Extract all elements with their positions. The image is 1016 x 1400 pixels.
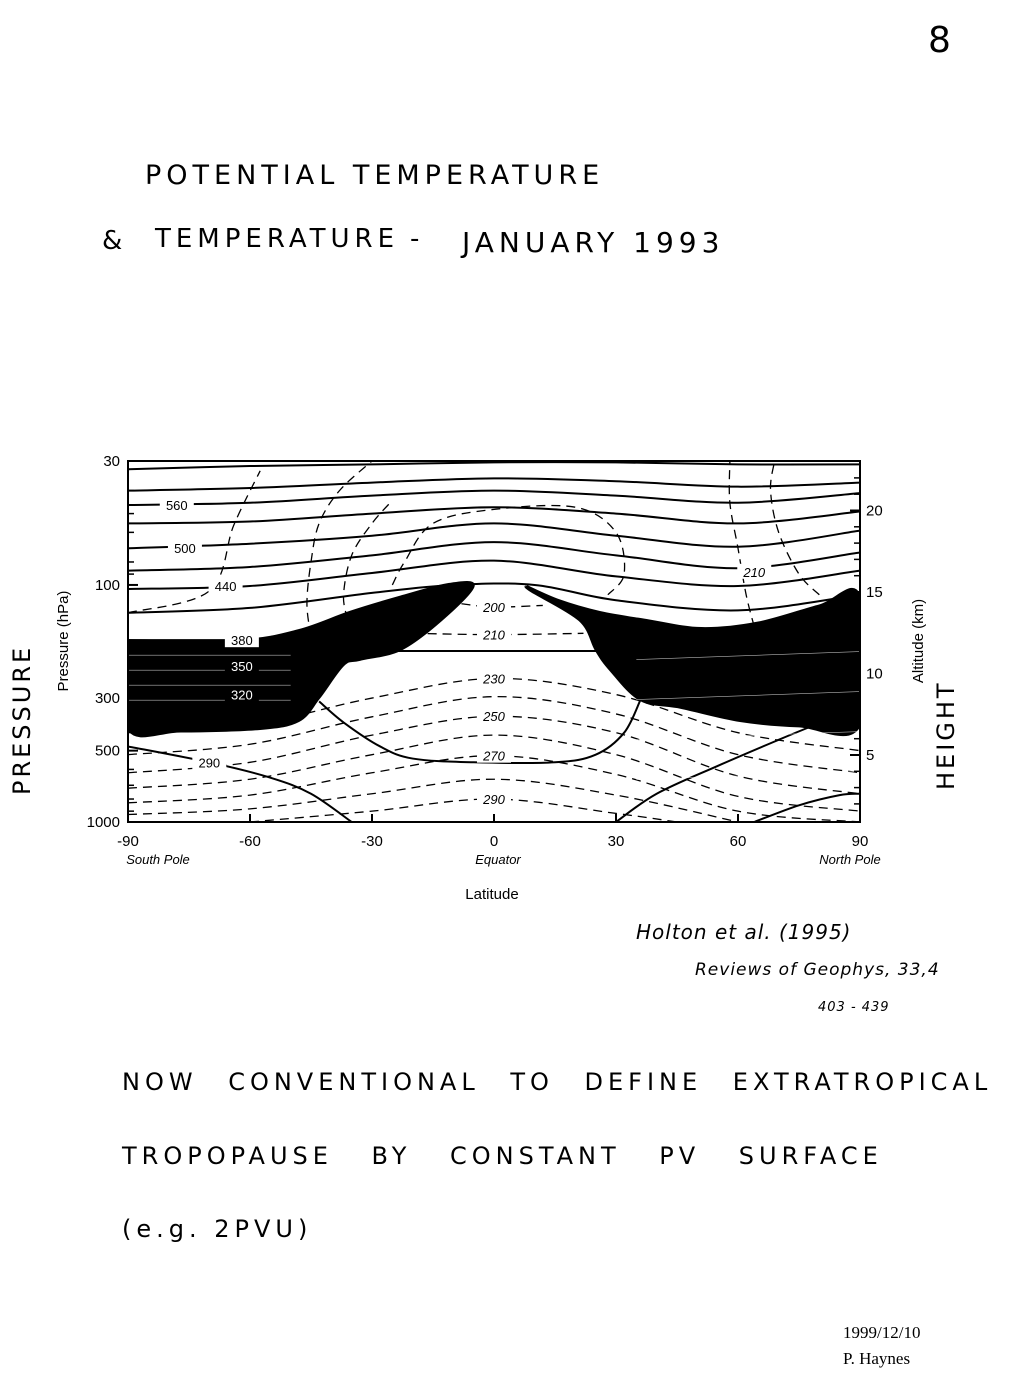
tropopause-shading-0 bbox=[128, 581, 475, 738]
pressure-tick-label: 100 bbox=[95, 577, 120, 594]
theta-contour-label: 560 bbox=[166, 498, 188, 513]
shading-streak bbox=[636, 771, 860, 780]
footer-author: P. Haynes bbox=[843, 1349, 911, 1368]
x-sublabel: South Pole bbox=[126, 852, 190, 867]
temperature-contour-unlabeled bbox=[306, 461, 373, 637]
title-ampersand: & bbox=[102, 226, 128, 256]
theta-contour-label: 290 bbox=[198, 755, 220, 770]
x-axis-label: Latitude bbox=[465, 886, 518, 903]
contour-label-bg bbox=[208, 577, 243, 593]
x-tick-label: -30 bbox=[361, 833, 383, 850]
note-line-2: TROPOPAUSE BY CONSTANT PV SURFACE bbox=[122, 1142, 883, 1170]
temperature-contour-290 bbox=[249, 798, 678, 822]
note-line-3: (e.g. 2PVU) bbox=[122, 1215, 313, 1243]
title-dash: - bbox=[410, 224, 425, 254]
temp-contour-label: 200 bbox=[482, 600, 505, 615]
x-tick-label: 0 bbox=[490, 833, 498, 850]
contour-label-bg bbox=[224, 658, 259, 674]
theta-contour-label: 380 bbox=[231, 633, 253, 648]
temp-contour-label: 230 bbox=[482, 671, 505, 686]
contour-label-bg bbox=[477, 791, 511, 807]
temp-contour-label: 250 bbox=[482, 709, 505, 724]
contour-label-bg bbox=[477, 626, 511, 642]
pressure-tick-label: 500 bbox=[95, 743, 120, 760]
theta-contour-label: 440 bbox=[215, 579, 237, 594]
shading-streak bbox=[636, 691, 860, 700]
altitude-tick-label: 20 bbox=[866, 503, 883, 520]
temp-contour-label: 210 bbox=[742, 565, 765, 580]
title-line-1: POTENTIAL TEMPERATURE bbox=[145, 160, 605, 191]
title-line-2: TEMPERATURE bbox=[155, 224, 400, 254]
footer-date: 1999/12/10 bbox=[843, 1323, 921, 1342]
pressure-tick-label: 300 bbox=[95, 690, 120, 707]
pressure-tick-label: 1000 bbox=[87, 814, 120, 831]
tropopause-shading-1 bbox=[524, 584, 860, 737]
theta-contour-410 bbox=[128, 582, 860, 614]
citation-pages: 403 - 439 bbox=[818, 1000, 890, 1015]
contour-label-bg bbox=[737, 563, 772, 579]
altitude-tick-label: 15 bbox=[866, 584, 883, 601]
temp-contour-label: 290 bbox=[482, 792, 505, 807]
x-tick-label: 60 bbox=[730, 833, 747, 850]
temperature-contour-250 bbox=[128, 715, 860, 795]
y-axis-label-right: Altitude (km) bbox=[910, 599, 927, 683]
theta-contour-unlabeled bbox=[615, 725, 812, 822]
x-tick-label: -90 bbox=[117, 833, 139, 850]
page-number: 8 bbox=[928, 20, 954, 61]
contour-label-bg bbox=[477, 747, 511, 763]
temperature-contour-unlabeled bbox=[769, 461, 820, 596]
x-tick-label: -60 bbox=[239, 833, 261, 850]
citation-authors: Holton et al. (1995) bbox=[636, 920, 852, 944]
theta-contour-440 bbox=[128, 559, 860, 590]
contour-label-bg bbox=[224, 686, 259, 702]
altitude-tick-label: 10 bbox=[866, 666, 883, 683]
altitude-tick-label: 5 bbox=[866, 747, 874, 764]
theta-contour-290 bbox=[128, 745, 353, 822]
x-sublabel: Equator bbox=[475, 852, 521, 867]
theta-contour-label: 350 bbox=[231, 659, 253, 674]
y-axis-label-left: Pressure (hPa) bbox=[55, 591, 72, 692]
contour-label-bg bbox=[477, 670, 511, 686]
temp-contour-label: 270 bbox=[482, 749, 505, 764]
contour-label-bg bbox=[167, 540, 202, 556]
shading-streak bbox=[636, 651, 860, 660]
x-tick-label: 90 bbox=[852, 833, 869, 850]
temperature-contour-210 bbox=[728, 461, 755, 627]
temperature-contour-unlabeled bbox=[342, 499, 393, 620]
theta-contour-label: 500 bbox=[174, 541, 196, 556]
x-tick-label: 30 bbox=[608, 833, 625, 850]
theta-contour-500 bbox=[128, 522, 860, 550]
theta-contour-label: 320 bbox=[231, 688, 253, 703]
temp-contour-label: 210 bbox=[482, 628, 505, 643]
temperature-contour-260 bbox=[128, 734, 860, 812]
contour-label-bg bbox=[477, 599, 511, 615]
citation-journal: Reviews of Geophys, 33,4 bbox=[695, 960, 940, 980]
theta-contour-590 bbox=[128, 477, 860, 492]
temperature-contour-unlabeled bbox=[391, 504, 626, 596]
note-line-1: NOW CONVENTIONAL TO DEFINE EXTRATROPICAL bbox=[122, 1068, 993, 1096]
theta-contour-620 bbox=[128, 461, 860, 471]
temperature-contour-240 bbox=[128, 696, 860, 774]
contour-label-bg bbox=[192, 754, 227, 770]
contour-label-bg bbox=[159, 497, 194, 513]
theta-contour-unlabeled bbox=[318, 699, 642, 765]
contour-label-bg bbox=[224, 632, 259, 648]
temperature-contour-280 bbox=[128, 778, 739, 822]
contour-label-bg bbox=[477, 708, 511, 724]
pressure-tick-label: 30 bbox=[103, 453, 120, 470]
x-sublabel: North Pole bbox=[819, 852, 880, 867]
title-date: JANUARY 1993 bbox=[462, 226, 725, 259]
shading-streak bbox=[636, 731, 860, 740]
theta-contour-unlabeled bbox=[753, 792, 860, 822]
theta-contour-530 bbox=[128, 506, 860, 525]
theta-contour-560 bbox=[128, 489, 860, 507]
temperature-contour-270 bbox=[128, 755, 860, 822]
